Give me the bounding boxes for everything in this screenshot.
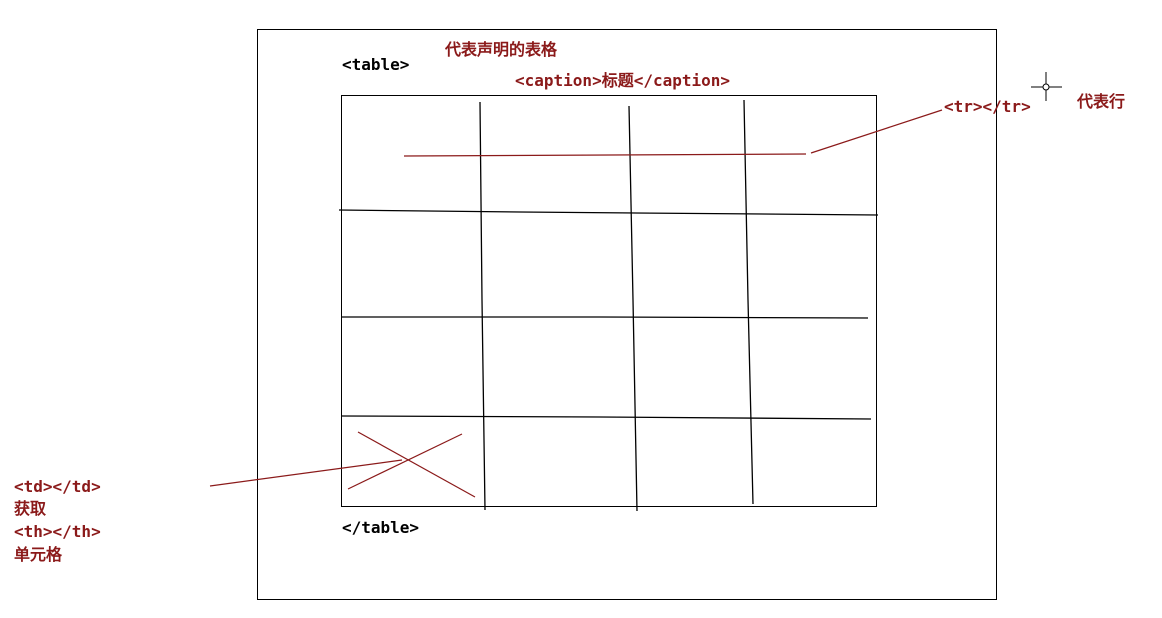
- th-tag-label: <th></th>: [14, 522, 101, 541]
- td-tag-label: <td></td>: [14, 477, 101, 496]
- table-declaration-label: 代表声明的表格: [445, 40, 558, 59]
- cell-cross-b: [347, 433, 463, 490]
- crosshair-cursor-icon: [1031, 72, 1062, 101]
- td-pointer-line: [209, 459, 403, 487]
- tr-pointer-line: [810, 109, 943, 154]
- row-line-2: [342, 316, 869, 319]
- column-line-3: [743, 99, 754, 505]
- cell-cross-a: [357, 431, 476, 498]
- caption-label: <caption>标题</caption>: [515, 71, 731, 90]
- outer-frame: [257, 29, 997, 600]
- table-outline: [341, 95, 877, 507]
- row-lines: [338, 209, 879, 420]
- td-description-label: 获取: [14, 499, 47, 518]
- table-close-tag: </table>: [342, 518, 420, 537]
- annotations: [209, 109, 943, 498]
- column-line-1: [479, 101, 486, 511]
- cell-description-label: 单元格: [14, 545, 63, 564]
- table-open-tag: <table>: [342, 55, 410, 74]
- row-line-3: [341, 415, 872, 420]
- column-lines: [479, 99, 754, 512]
- row-marker-line: [403, 153, 807, 157]
- column-line-2: [628, 105, 638, 512]
- tr-tag-label: <tr></tr>: [944, 97, 1031, 116]
- row-line-1: [338, 209, 879, 216]
- tr-description-label: 代表行: [1077, 92, 1126, 111]
